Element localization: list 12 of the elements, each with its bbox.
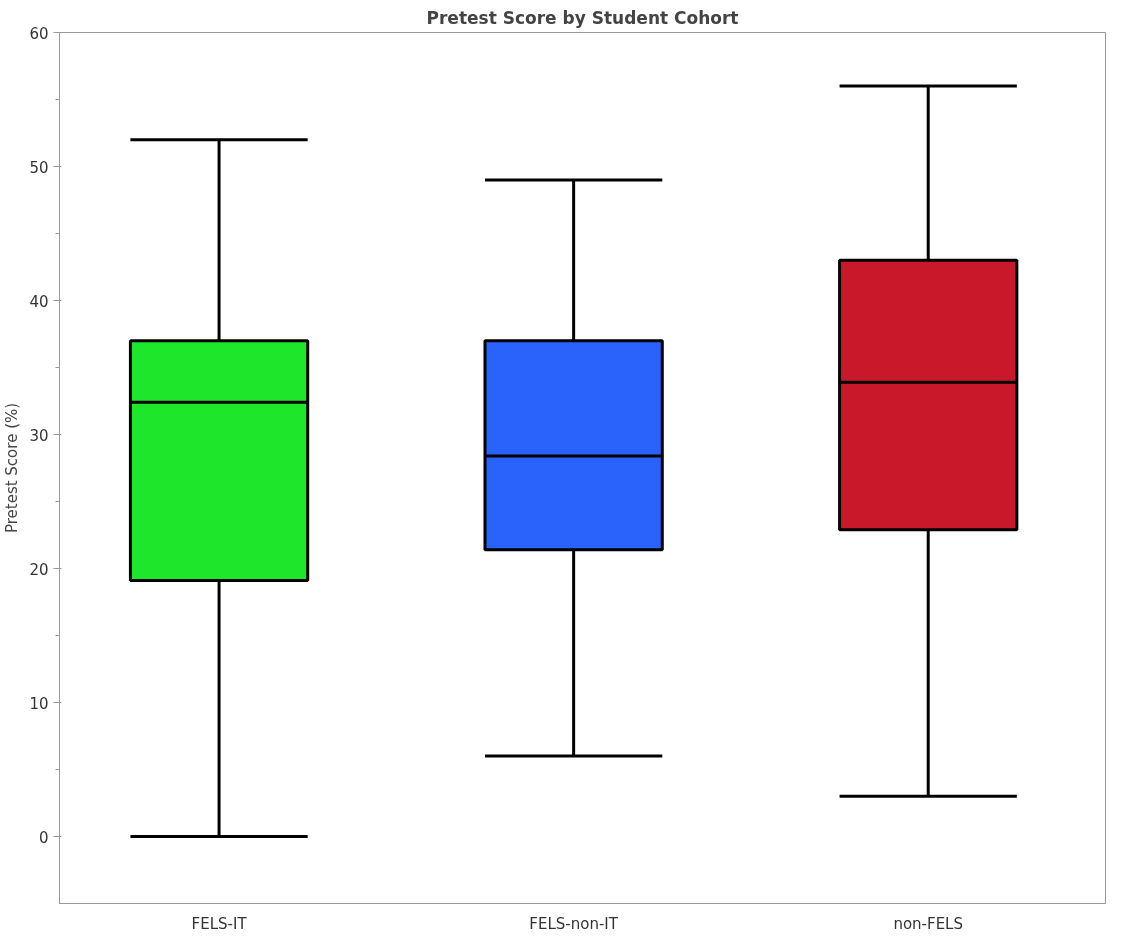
x-tick-label: FELS-non-IT bbox=[529, 914, 619, 933]
y-tick-label: 60 bbox=[29, 24, 49, 43]
y-tick-label: 50 bbox=[29, 158, 49, 177]
x-tick-label: FELS-IT bbox=[191, 914, 248, 933]
y-tick-label: 20 bbox=[29, 560, 49, 579]
y-axis-title: Pretest Score (%) bbox=[3, 402, 22, 534]
y-tick-label: 10 bbox=[29, 694, 49, 713]
y-tick-label: 40 bbox=[29, 292, 49, 311]
y-tick-label: 0 bbox=[38, 828, 49, 847]
chart-title: Pretest Score by Student Cohort bbox=[426, 7, 739, 28]
y-tick-label: 30 bbox=[29, 426, 49, 445]
x-tick-label: non-FELS bbox=[893, 914, 964, 933]
